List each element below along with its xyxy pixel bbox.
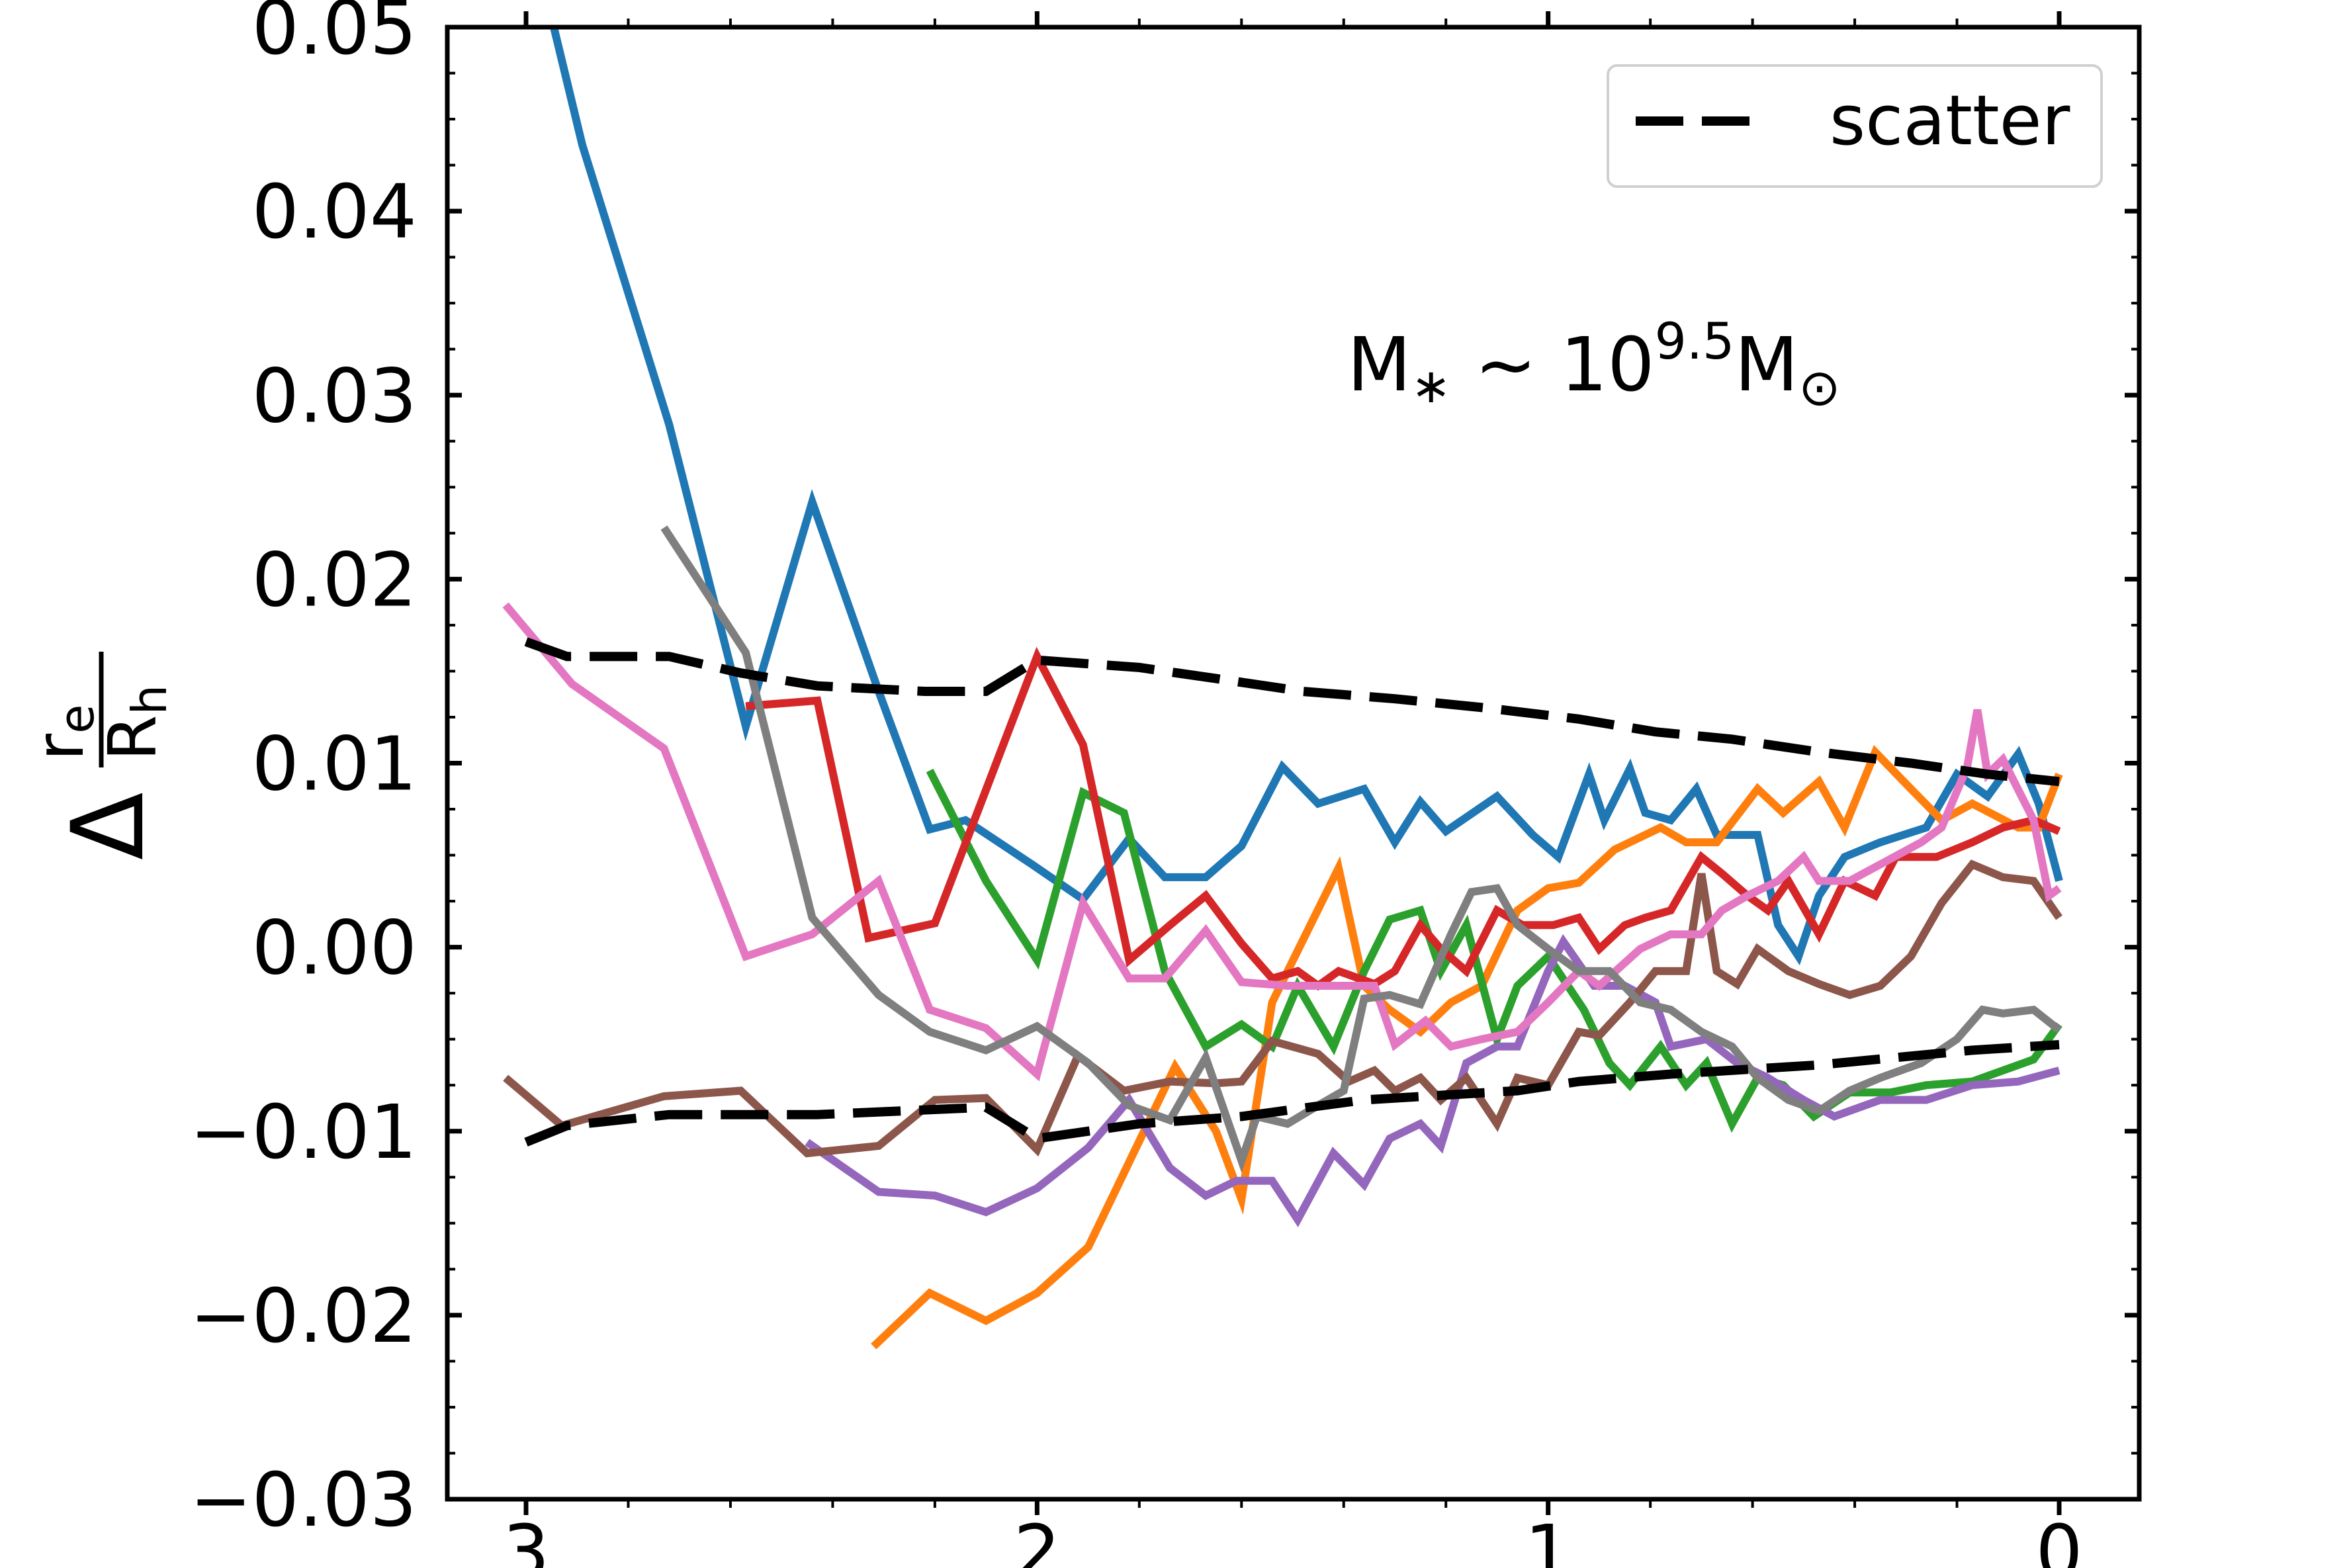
y-tick-label: 0.02 [252, 537, 417, 623]
y-tick-label: −0.03 [190, 1458, 417, 1544]
y-tick-label: 0.00 [252, 906, 417, 992]
legend-box [1607, 64, 2103, 188]
legend-label-scatter: scatter [1830, 80, 2070, 161]
y-tick-label: −0.01 [190, 1090, 417, 1176]
y-tick-label: −0.02 [190, 1274, 417, 1360]
scatter-band-lower [524, 1040, 2060, 1147]
scatter-band-upper [524, 637, 2060, 787]
x-tick-label: 3 [502, 1510, 549, 1568]
y-label-denominator: Rh [94, 685, 177, 761]
ticks-layer: −0.03 −0.02 −0.01 0.00 0.01 0.02 0.03 0.04 0.05 3… [190, 0, 2139, 1568]
y-tick-label: 0.05 [252, 0, 417, 71]
series-line-4 [745, 646, 2061, 991]
y-label-delta: Δ [51, 792, 166, 860]
series-line-7 [502, 602, 2062, 1082]
y-label-numerator: re [21, 705, 105, 761]
x-tick-label: 2 [1014, 1510, 1061, 1568]
legend: scatter [1607, 64, 2103, 188]
y-axis-label: Δ re Rh [21, 652, 177, 860]
x-tick-label: 0 [2035, 1510, 2082, 1568]
mass-annotation: M∗ ~ 109.5M⊙ [1347, 312, 1841, 417]
series-line-8 [660, 525, 2062, 1173]
series-line-5 [805, 934, 2060, 1227]
y-tick-label: 0.01 [252, 722, 417, 808]
series-layer [502, 27, 2063, 1350]
x-tick-label: 1 [1525, 1510, 1572, 1568]
y-tick-label: 0.04 [252, 169, 417, 255]
y-tick-label: 0.03 [252, 353, 417, 439]
series-line-3 [926, 768, 2062, 1133]
series-line-6 [503, 859, 2062, 1158]
